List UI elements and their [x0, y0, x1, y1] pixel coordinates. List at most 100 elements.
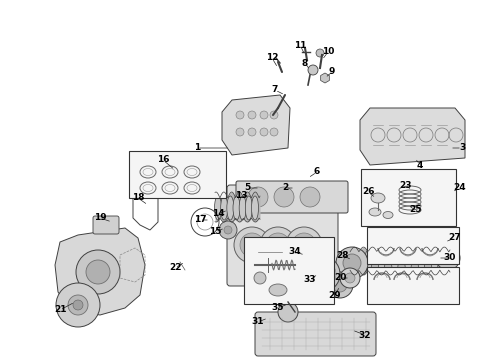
- Circle shape: [292, 233, 316, 257]
- Ellipse shape: [383, 211, 393, 219]
- Text: 2: 2: [282, 184, 288, 193]
- Text: 20: 20: [334, 274, 346, 283]
- Text: 6: 6: [314, 167, 320, 176]
- Ellipse shape: [365, 250, 372, 272]
- Circle shape: [224, 226, 232, 234]
- Circle shape: [316, 49, 324, 57]
- Circle shape: [234, 227, 270, 263]
- FancyBboxPatch shape: [236, 181, 348, 213]
- Text: 9: 9: [329, 68, 335, 77]
- Circle shape: [260, 128, 268, 136]
- Circle shape: [248, 187, 268, 207]
- Text: 21: 21: [54, 306, 66, 315]
- Ellipse shape: [215, 196, 221, 220]
- Text: 7: 7: [272, 85, 278, 94]
- FancyBboxPatch shape: [227, 185, 338, 286]
- FancyBboxPatch shape: [129, 151, 226, 198]
- Circle shape: [260, 111, 268, 119]
- Text: 25: 25: [409, 206, 421, 215]
- Text: 12: 12: [266, 54, 278, 63]
- Circle shape: [76, 250, 120, 294]
- Circle shape: [240, 233, 264, 257]
- Text: 3: 3: [459, 144, 465, 153]
- Ellipse shape: [220, 196, 228, 220]
- Ellipse shape: [405, 250, 412, 272]
- Text: 8: 8: [302, 58, 308, 68]
- Ellipse shape: [392, 250, 398, 272]
- Ellipse shape: [431, 250, 438, 272]
- Circle shape: [436, 246, 460, 270]
- Text: 35: 35: [272, 303, 284, 312]
- Text: 29: 29: [329, 291, 342, 300]
- FancyBboxPatch shape: [367, 267, 459, 304]
- Circle shape: [86, 260, 110, 284]
- Circle shape: [304, 256, 340, 292]
- Circle shape: [270, 111, 278, 119]
- Circle shape: [274, 187, 294, 207]
- Polygon shape: [360, 108, 465, 165]
- Text: 19: 19: [94, 213, 106, 222]
- Circle shape: [442, 252, 454, 264]
- Text: 4: 4: [417, 161, 423, 170]
- Polygon shape: [55, 228, 145, 315]
- Circle shape: [260, 227, 296, 263]
- Circle shape: [236, 111, 244, 119]
- Circle shape: [248, 111, 256, 119]
- Text: 15: 15: [209, 228, 221, 237]
- FancyBboxPatch shape: [255, 312, 376, 356]
- Ellipse shape: [369, 208, 381, 216]
- Text: 31: 31: [252, 318, 264, 327]
- Circle shape: [340, 268, 360, 288]
- Text: 34: 34: [289, 248, 301, 256]
- Circle shape: [219, 221, 237, 239]
- Circle shape: [236, 128, 244, 136]
- Circle shape: [56, 283, 100, 327]
- Text: 24: 24: [454, 184, 466, 193]
- Text: 28: 28: [336, 251, 348, 260]
- Circle shape: [286, 227, 322, 263]
- Text: 17: 17: [194, 216, 206, 225]
- Ellipse shape: [371, 193, 385, 203]
- Circle shape: [254, 272, 266, 284]
- FancyBboxPatch shape: [367, 227, 459, 264]
- Ellipse shape: [269, 284, 287, 296]
- Ellipse shape: [444, 250, 451, 272]
- Polygon shape: [222, 95, 290, 155]
- FancyBboxPatch shape: [93, 216, 119, 234]
- Circle shape: [248, 128, 256, 136]
- Ellipse shape: [251, 196, 259, 220]
- Ellipse shape: [378, 250, 385, 272]
- Circle shape: [270, 128, 278, 136]
- Text: 23: 23: [399, 180, 411, 189]
- Text: 30: 30: [444, 253, 456, 262]
- Circle shape: [68, 295, 88, 315]
- Circle shape: [266, 233, 290, 257]
- Text: 5: 5: [244, 184, 250, 193]
- FancyBboxPatch shape: [361, 169, 456, 226]
- Text: 32: 32: [359, 330, 371, 339]
- Text: 16: 16: [157, 156, 169, 165]
- Circle shape: [336, 247, 368, 279]
- Circle shape: [73, 300, 83, 310]
- Ellipse shape: [233, 196, 240, 220]
- Circle shape: [333, 278, 347, 292]
- Ellipse shape: [227, 196, 234, 220]
- Ellipse shape: [418, 250, 425, 272]
- Ellipse shape: [351, 250, 359, 272]
- Text: 27: 27: [449, 234, 461, 243]
- Text: 14: 14: [212, 210, 224, 219]
- Text: 11: 11: [294, 40, 306, 49]
- Circle shape: [327, 272, 353, 298]
- Text: 22: 22: [169, 264, 181, 273]
- Text: 26: 26: [362, 188, 374, 197]
- Text: 10: 10: [322, 48, 334, 57]
- FancyBboxPatch shape: [244, 237, 334, 304]
- Circle shape: [345, 273, 355, 283]
- Circle shape: [343, 254, 361, 272]
- Text: 1: 1: [194, 144, 200, 153]
- Text: 18: 18: [132, 194, 144, 202]
- Text: 33: 33: [304, 275, 316, 284]
- Circle shape: [278, 302, 298, 322]
- Ellipse shape: [239, 196, 246, 220]
- Circle shape: [308, 65, 318, 75]
